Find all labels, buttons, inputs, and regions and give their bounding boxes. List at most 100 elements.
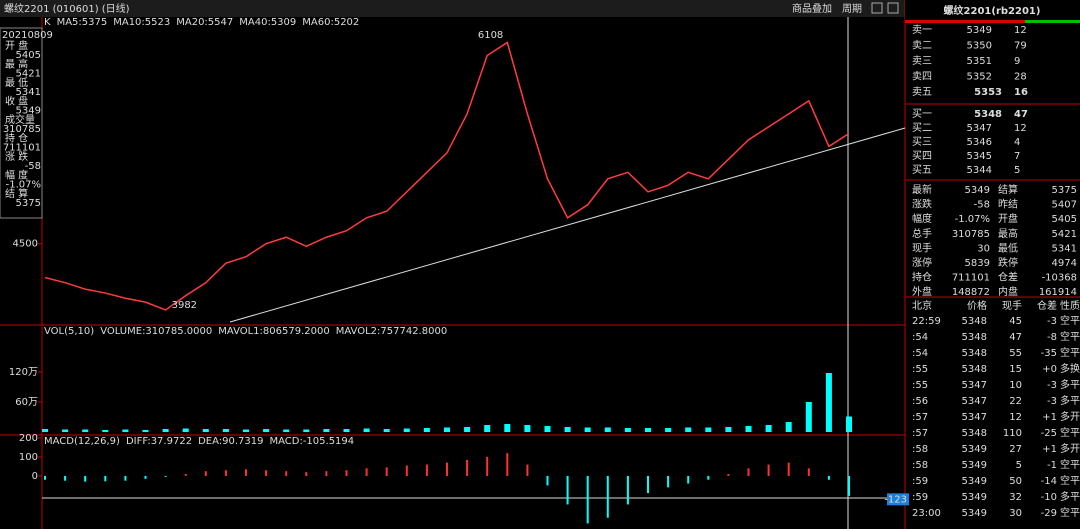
book-price: 5345 <box>967 151 992 162</box>
trade-header: 北京 <box>912 299 932 312</box>
book-label: 买一 <box>912 108 932 120</box>
book-label: 买四 <box>912 150 932 162</box>
bar <box>224 470 227 476</box>
bar <box>365 468 368 476</box>
bar <box>544 426 551 432</box>
book-volume: 12 <box>1014 123 1027 134</box>
indicator-label: DEA:90.7319 <box>198 436 263 447</box>
bar <box>423 428 430 432</box>
trade-cell: 空平 <box>1060 506 1080 519</box>
stat-value: 148872 <box>952 287 990 298</box>
stat-value: 5407 <box>1052 200 1077 211</box>
bar <box>624 428 631 432</box>
stat-label: 涨停 <box>912 256 932 269</box>
quote-title: 螺纹2201(rb2201) <box>944 4 1041 17</box>
bar <box>444 427 450 432</box>
trade-header: 现手 <box>1002 299 1022 312</box>
trade-cell: 5348 <box>962 348 987 359</box>
trade-cell: :59 <box>912 476 928 487</box>
book-volume: 7 <box>1014 151 1020 162</box>
quote-title-bar <box>905 0 1080 20</box>
trade-cell: 5348 <box>962 364 987 375</box>
trade-cell: 110 <box>1003 428 1022 439</box>
book-label: 买三 <box>912 136 932 148</box>
book-label: 卖二 <box>912 40 932 52</box>
bar <box>124 475 127 481</box>
bar <box>807 468 810 476</box>
bar <box>647 475 649 494</box>
bar <box>827 475 830 480</box>
book-volume: 47 <box>1014 109 1028 120</box>
info-label: 收 盘 <box>5 95 28 108</box>
stat-label: 昨结 <box>998 198 1018 211</box>
stat-label: 幅度 <box>912 212 932 225</box>
trade-cell: -1 <box>1047 460 1057 471</box>
info-value: 5349 <box>16 106 41 117</box>
trade-cell: -25 <box>1041 428 1057 439</box>
indicator-label: MA60:5202 <box>302 17 359 28</box>
period-button[interactable]: 周期 <box>842 3 862 15</box>
stat-label: 最低 <box>998 241 1018 254</box>
info-date: 20210809 <box>2 30 53 41</box>
bar <box>685 427 692 432</box>
book-price: 5347 <box>967 123 992 134</box>
stat-label: 最新 <box>912 183 932 196</box>
trade-cell: :59 <box>912 492 928 503</box>
trade-header: 仓差 <box>1037 299 1057 312</box>
stat-value: 5349 <box>965 185 990 196</box>
indicator-label: MA20:5547 <box>176 17 233 28</box>
bar <box>626 475 629 505</box>
trade-cell: 多换 <box>1060 362 1080 375</box>
trade-cell: 32 <box>1009 492 1022 503</box>
trade-cell: 55 <box>1009 348 1022 359</box>
bar <box>727 474 730 476</box>
stat-value: 161914 <box>1039 287 1077 298</box>
bar <box>604 427 611 432</box>
stat-value: 5341 <box>1052 243 1077 254</box>
stat-value: -1.07% <box>955 214 990 225</box>
indicator-label: MA40:5309 <box>239 17 296 28</box>
bar <box>263 429 270 432</box>
trade-cell: 5349 <box>962 492 987 503</box>
bar <box>464 427 471 432</box>
overlay-button[interactable]: 商品叠加 <box>792 2 832 15</box>
book-volume: 79 <box>1014 41 1027 52</box>
bar <box>403 428 410 432</box>
bar <box>707 475 710 480</box>
trade-cell: 5348 <box>962 316 987 327</box>
bar <box>265 470 268 476</box>
bar <box>825 373 832 432</box>
icon[interactable] <box>887 2 899 14</box>
trade-cell: :57 <box>912 412 928 423</box>
bar <box>64 475 67 481</box>
trade-cell: -8 <box>1047 332 1057 343</box>
cursor-label: -123 <box>884 494 907 505</box>
icon[interactable] <box>871 2 883 14</box>
trade-cell: 30 <box>1009 508 1022 519</box>
bar <box>44 475 46 480</box>
trade-cell: :58 <box>912 444 928 455</box>
bar <box>323 429 330 432</box>
bar <box>243 429 249 432</box>
bar <box>848 475 850 496</box>
info-value: 5421 <box>16 69 41 80</box>
trade-cell: -29 <box>1041 508 1057 519</box>
bar <box>504 424 511 432</box>
bar <box>645 428 651 432</box>
quote-bar <box>1025 20 1080 23</box>
stat-label: 最高 <box>998 227 1018 240</box>
indicator-label: MAVOL2:757742.8000 <box>336 326 447 337</box>
cursor-box <box>887 493 909 506</box>
price-line <box>44 41 850 311</box>
bar <box>363 428 370 432</box>
bar <box>383 429 390 432</box>
info-label: 涨 跌 <box>5 150 28 163</box>
trade-cell: 多平 <box>1060 394 1080 407</box>
bar <box>285 471 288 476</box>
trade-cell: 50 <box>1009 476 1022 487</box>
bar <box>564 427 571 432</box>
bar <box>405 465 408 476</box>
trade-cell: 空平 <box>1060 330 1080 343</box>
indicator-label: VOL(5,10) <box>44 326 94 337</box>
trade-cell: 5349 <box>962 476 987 487</box>
